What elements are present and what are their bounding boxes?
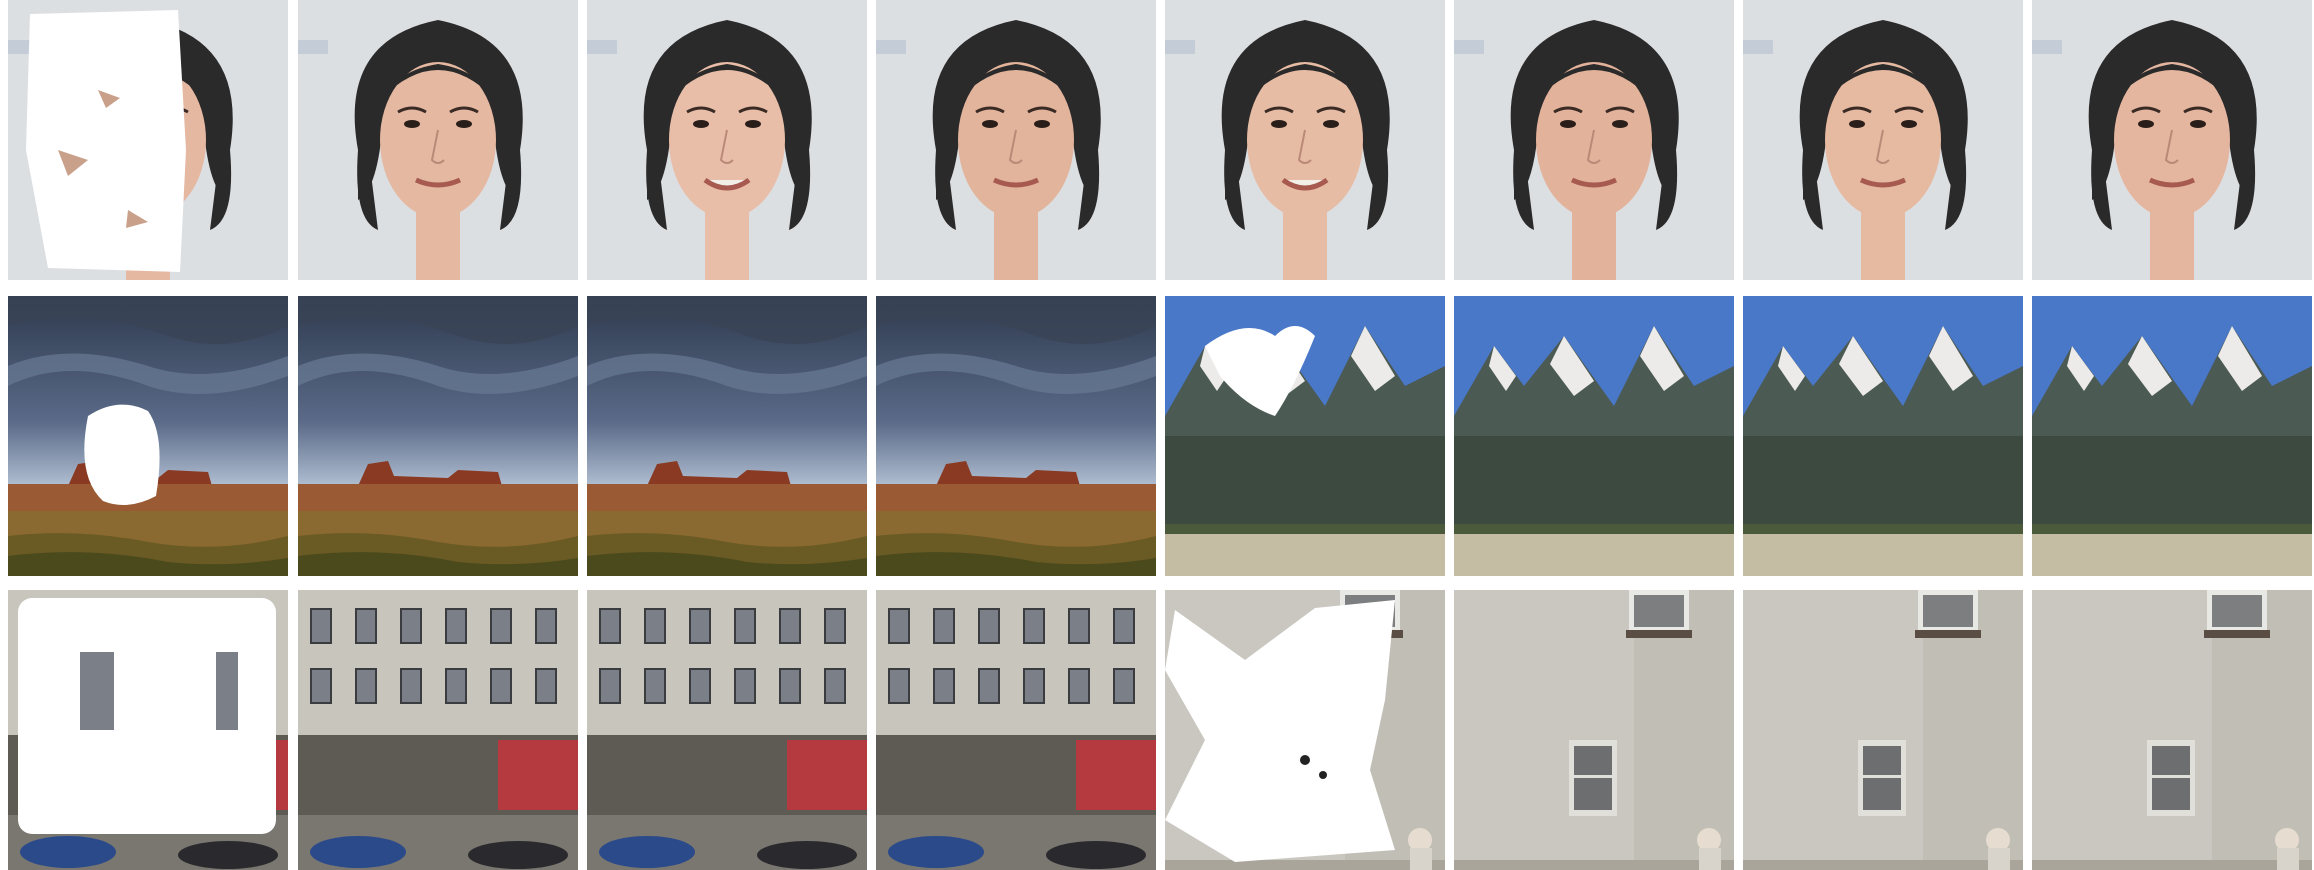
inpainted-result-mountain — [1454, 296, 1734, 576]
tile-image — [8, 0, 288, 280]
inpainted-result-face — [1454, 0, 1734, 280]
inpainted-result-face — [587, 0, 867, 280]
masked-input-mountain — [1165, 296, 1445, 576]
inpainted-result-face — [298, 0, 578, 280]
inpainted-result-face — [2032, 0, 2312, 280]
masked-input-desert — [8, 296, 288, 576]
tile-image — [1454, 590, 1734, 870]
tile-image — [8, 590, 288, 870]
inpainted-result-face — [1165, 0, 1445, 280]
inpainted-result-desert — [876, 296, 1156, 576]
inpainted-result-wall — [1454, 590, 1734, 870]
tile-image — [8, 296, 288, 576]
tile-image — [1454, 296, 1734, 576]
tile-image — [876, 0, 1156, 280]
inpainted-result-mountain — [2032, 296, 2312, 576]
inpainted-result-mountain — [1743, 296, 2023, 576]
inpainted-result-face — [876, 0, 1156, 280]
tile-image — [876, 296, 1156, 576]
inpainted-result-desert — [298, 296, 578, 576]
tile-image — [1743, 590, 2023, 870]
masked-input-face — [8, 0, 288, 280]
tile-image — [1743, 296, 2023, 576]
inpainted-result-wall — [2032, 590, 2312, 870]
tile-image — [2032, 590, 2312, 870]
tile-image — [1454, 0, 1734, 280]
inpainted-result-street — [298, 590, 578, 870]
inpainted-result-street — [587, 590, 867, 870]
tile-image — [1165, 296, 1445, 576]
tile-image — [298, 0, 578, 280]
inpainted-result-desert — [587, 296, 867, 576]
tile-image — [876, 590, 1156, 870]
tile-image — [2032, 0, 2312, 280]
tile-image — [1165, 590, 1445, 870]
masked-input-street — [8, 590, 288, 870]
tile-image — [587, 296, 867, 576]
tile-image — [298, 296, 578, 576]
tile-image — [2032, 296, 2312, 576]
masked-input-wall — [1165, 590, 1445, 870]
tile-image — [298, 590, 578, 870]
inpainted-result-street — [876, 590, 1156, 870]
tile-image — [587, 590, 867, 870]
tile-image — [1165, 0, 1445, 280]
inpainted-result-wall — [1743, 590, 2023, 870]
tile-image — [587, 0, 867, 280]
tile-image — [1743, 0, 2023, 280]
inpainted-result-face — [1743, 0, 2023, 280]
